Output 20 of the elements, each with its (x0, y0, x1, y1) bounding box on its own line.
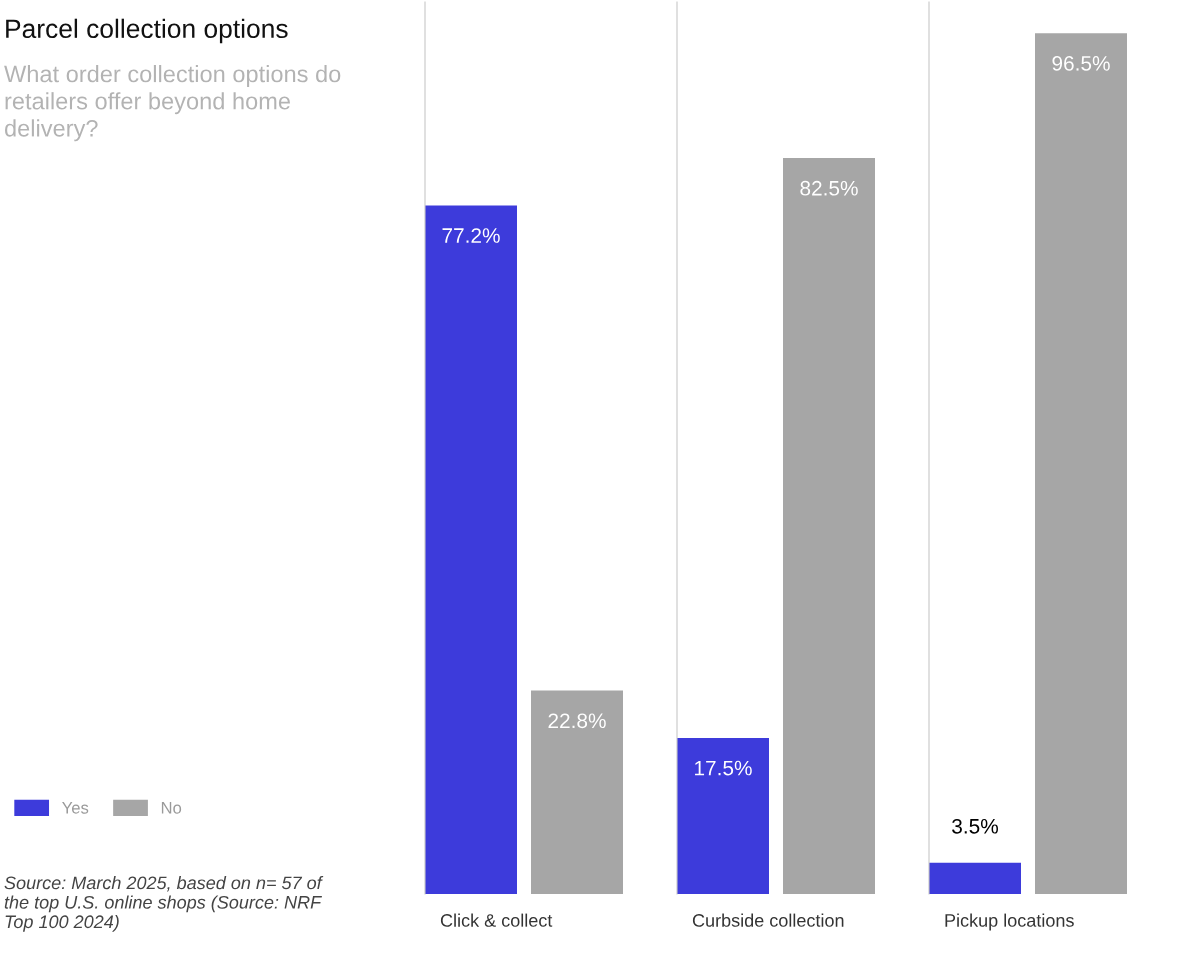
bar (783, 158, 875, 894)
data-label: 96.5% (1052, 55, 1110, 71)
x-tick-label: Curbside collection (692, 913, 844, 927)
data-label: 17.5% (695, 760, 752, 776)
legend-label: No (161, 802, 182, 814)
data-label: 77.2% (442, 228, 500, 243)
data-label: 22.8% (548, 713, 606, 729)
text: Parcel collection options (6, 18, 288, 44)
text: What order collection options do retailers offer beyond home delivery? (4, 65, 341, 142)
bar (1035, 33, 1127, 894)
data-label: 82.5% (800, 180, 858, 196)
bar (531, 690, 623, 894)
x-tick-label: Click & collect (440, 913, 553, 927)
bar (425, 205, 517, 894)
x-tick-label: Pickup locations (945, 913, 1074, 931)
legend-label: Yes (62, 802, 89, 814)
data-label: 3.5% (952, 818, 998, 834)
source-note: Source: March 2025, based on n= 57 of the top U.S. online shops (Source: NRF Top 100 2024) (4, 876, 324, 932)
bar (677, 737, 769, 894)
bar (929, 862, 1021, 894)
